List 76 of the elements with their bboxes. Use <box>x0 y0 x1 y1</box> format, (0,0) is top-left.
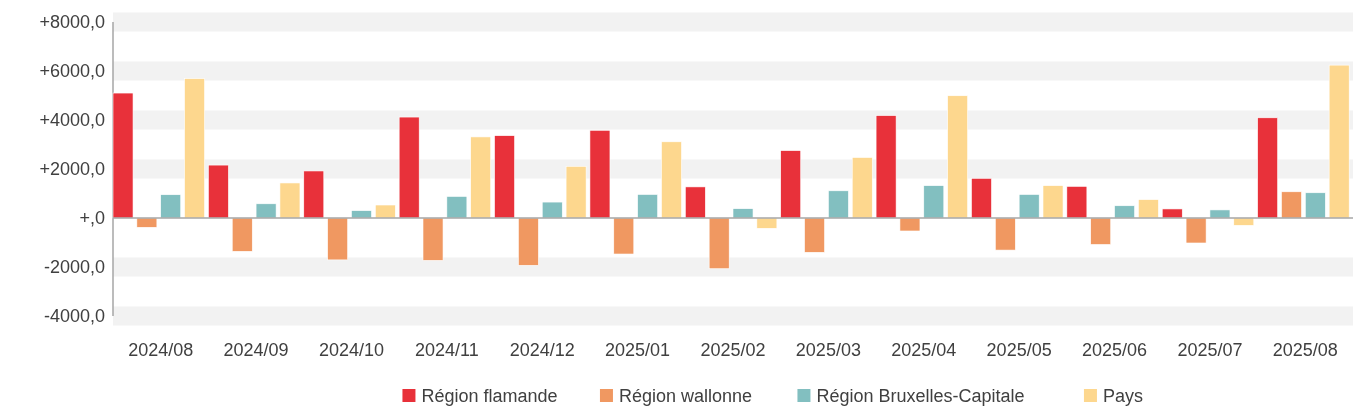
bar <box>804 217 825 253</box>
x-tick-label: 2025/02 <box>700 340 766 360</box>
bar <box>470 136 492 219</box>
y-tick-label: +2000,0 <box>39 159 105 180</box>
y-tick-label: +6000,0 <box>39 61 105 82</box>
bar <box>1305 192 1326 219</box>
bar <box>756 217 778 229</box>
bar <box>780 150 802 219</box>
bar <box>351 210 372 219</box>
bar <box>375 204 396 219</box>
bar <box>923 185 945 219</box>
x-tick-label: 2025/06 <box>1082 340 1148 360</box>
bar <box>995 217 1016 251</box>
bar <box>327 217 348 261</box>
bar <box>1281 191 1302 219</box>
bar <box>661 141 682 219</box>
legend-label: Région wallonne <box>618 386 753 406</box>
bar <box>231 217 253 252</box>
bar <box>971 178 992 219</box>
x-tick-label: 2024/10 <box>318 340 384 360</box>
bar <box>685 186 706 219</box>
legend-label: Région flamande <box>421 386 558 406</box>
bar <box>565 166 587 219</box>
bar <box>303 170 325 219</box>
x-tick-label: 2025/04 <box>891 340 957 360</box>
bar <box>1209 209 1231 219</box>
legend-label: Pays <box>1102 386 1143 406</box>
bar <box>1066 186 1088 219</box>
bar <box>851 157 873 219</box>
x-tick-label: 2025/07 <box>1177 340 1243 360</box>
bar <box>613 217 635 255</box>
x-tick-label: 2024/08 <box>128 340 194 360</box>
bar <box>136 217 158 228</box>
x-tick-label: 2024/12 <box>509 340 575 360</box>
bar <box>518 217 539 266</box>
y-tick-label: -4000,0 <box>43 306 105 327</box>
y-tick-label: -2000,0 <box>43 257 105 278</box>
bar <box>541 201 563 219</box>
bar <box>494 135 515 219</box>
x-tick-label: 2025/03 <box>795 340 861 360</box>
x-tick-label: 2024/11 <box>414 340 479 360</box>
bar <box>947 95 968 219</box>
bar <box>208 164 229 219</box>
bar <box>398 116 420 219</box>
bar <box>708 217 730 270</box>
bar <box>422 217 444 261</box>
bar <box>1233 217 1255 226</box>
bar <box>899 217 921 232</box>
bar <box>1042 185 1064 219</box>
y-tick-label: +,0 <box>79 208 105 229</box>
x-tick-label: 2025/08 <box>1272 340 1338 360</box>
bar <box>637 194 658 219</box>
bar <box>255 203 277 219</box>
bar <box>1328 64 1350 219</box>
bar <box>112 92 134 219</box>
legend-label: Région Bruxelles-Capitale <box>816 386 1025 406</box>
y-tick-label: +4000,0 <box>39 110 105 131</box>
bar <box>279 182 301 219</box>
bar <box>1018 194 1040 219</box>
bar <box>589 129 611 219</box>
bar <box>446 196 468 219</box>
bar <box>732 208 754 219</box>
bar <box>1090 217 1112 245</box>
x-tick-label: 2025/01 <box>605 340 671 360</box>
y-tick-label: +8000,0 <box>39 12 105 33</box>
bar <box>1161 208 1183 219</box>
bar <box>1114 205 1135 219</box>
bar <box>1138 199 1159 219</box>
bar <box>828 190 849 219</box>
bar <box>875 115 897 219</box>
x-tick-label: 2025/05 <box>986 340 1052 360</box>
bar <box>184 78 205 219</box>
bar <box>1185 217 1207 244</box>
bar <box>1257 117 1278 219</box>
x-tick-label: 2024/09 <box>223 340 289 360</box>
bar <box>160 194 182 219</box>
